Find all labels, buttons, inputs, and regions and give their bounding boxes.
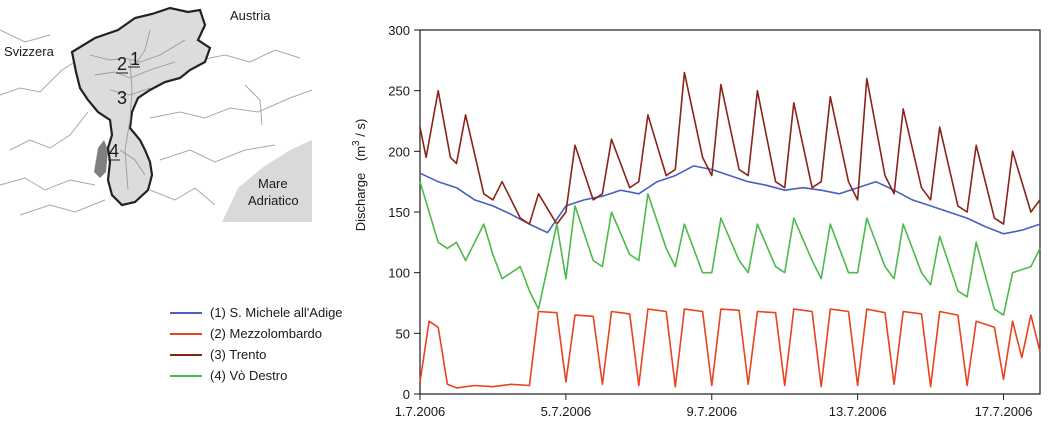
- y-label-unit-sup: 3: [351, 140, 362, 146]
- legend-swatch: [170, 311, 202, 314]
- series-line-1: [419, 165, 1041, 235]
- legend-entry: (4) Vò Destro: [170, 365, 370, 386]
- station-number-4: 4: [109, 141, 119, 161]
- legend-label: (2) Mezzolombardo: [210, 326, 322, 341]
- y-label-prefix: Discharge: [353, 173, 368, 232]
- label-mare: Mare: [258, 176, 288, 191]
- legend-entry: (3) Trento: [170, 344, 370, 365]
- x-tick-label: 13.7.2006: [829, 404, 887, 419]
- y-tick-label: 50: [396, 326, 410, 341]
- axes: 0 50 100 150 200 250 300 1.7.2006 5.7.2006 9.7.20…: [388, 23, 1041, 419]
- legend-entry: (1) S. Michele all'Adige: [170, 302, 370, 323]
- label-adriatico: Adriatico: [248, 193, 299, 208]
- legend-label: (3) Trento: [210, 347, 267, 362]
- y-label-unit-tail: / s): [353, 119, 368, 141]
- sea-area: [222, 140, 312, 222]
- region-boundaries: [0, 29, 312, 216]
- y-tick-label: 200: [388, 144, 410, 159]
- station-number-3: 3: [117, 88, 127, 108]
- y-tick-label: 250: [388, 84, 410, 99]
- y-tick-label: 100: [388, 266, 410, 281]
- station-number-2: 2: [117, 54, 127, 74]
- legend-entry: (2) Mezzolombardo: [170, 323, 370, 344]
- series-line-2: [419, 308, 1041, 389]
- series-line-4: [419, 181, 1041, 316]
- legend-label: (4) Vò Destro: [210, 368, 288, 383]
- label-austria: Austria: [230, 8, 271, 23]
- legend-swatch: [170, 353, 202, 356]
- series-line-3: [419, 71, 1041, 225]
- basin-outline: [70, 6, 212, 207]
- legend-label: (1) S. Michele all'Adige: [210, 305, 343, 320]
- x-tick-label: 5.7.2006: [541, 404, 592, 419]
- station-number-1: 1: [130, 49, 140, 69]
- location-map: 1 2 3 4 Austria Svizzera Mare Adriatico: [0, 0, 312, 222]
- y-axis-label: Discharge (m3 / s): [351, 119, 368, 232]
- y-label-unit-base: (m: [353, 146, 368, 161]
- legend-swatch: [170, 332, 202, 335]
- river-network: [89, 29, 186, 191]
- x-tick-label: 1.7.2006: [395, 404, 446, 419]
- chart-legend: (1) S. Michele all'Adige (2) Mezzolombar…: [170, 302, 370, 386]
- series-lines: [419, 71, 1041, 389]
- x-tick-label: 17.7.2006: [975, 404, 1033, 419]
- lake-patch: [94, 140, 108, 178]
- legend-swatch: [170, 374, 202, 377]
- x-tick-label: 9.7.2006: [686, 404, 737, 419]
- y-tick-label: 150: [388, 205, 410, 220]
- y-tick-label: 300: [388, 23, 410, 38]
- label-svizzera: Svizzera: [4, 44, 55, 59]
- y-tick-label: 0: [403, 387, 410, 402]
